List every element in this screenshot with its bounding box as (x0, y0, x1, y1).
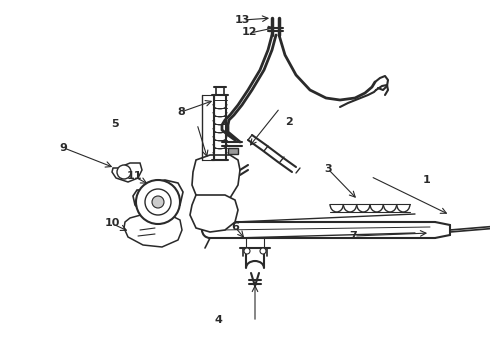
Text: 5: 5 (111, 119, 119, 129)
Text: 8: 8 (177, 107, 185, 117)
Text: 4: 4 (214, 315, 222, 325)
Circle shape (117, 165, 131, 179)
Text: 9: 9 (60, 143, 68, 153)
Text: 10: 10 (105, 218, 121, 228)
Text: 13: 13 (235, 15, 250, 25)
Polygon shape (133, 180, 183, 218)
Circle shape (145, 189, 171, 215)
Text: 1: 1 (422, 175, 430, 185)
Text: 2: 2 (285, 117, 293, 127)
Circle shape (260, 248, 266, 254)
Polygon shape (228, 148, 238, 154)
Polygon shape (190, 195, 238, 232)
Polygon shape (124, 213, 182, 247)
Text: 3: 3 (324, 164, 332, 174)
Text: 11: 11 (127, 171, 143, 181)
Polygon shape (112, 163, 142, 182)
Circle shape (244, 248, 250, 254)
Text: 7: 7 (349, 231, 357, 241)
Polygon shape (192, 155, 240, 205)
Circle shape (136, 180, 180, 224)
Circle shape (152, 196, 164, 208)
Text: 12: 12 (242, 27, 258, 37)
Text: 6: 6 (231, 222, 239, 232)
